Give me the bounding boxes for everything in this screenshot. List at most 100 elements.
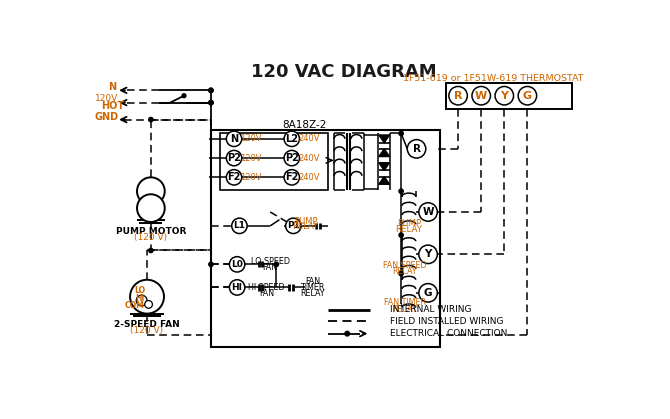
Text: L2: L2: [285, 134, 298, 144]
Polygon shape: [379, 176, 389, 184]
Text: TIMER: TIMER: [300, 283, 325, 292]
Text: RELAY: RELAY: [293, 222, 319, 231]
Text: 120V: 120V: [241, 173, 262, 182]
Text: FAN: FAN: [263, 263, 278, 272]
Text: 120 VAC DIAGRAM: 120 VAC DIAGRAM: [251, 62, 436, 80]
Text: R: R: [413, 144, 421, 154]
Circle shape: [209, 262, 213, 266]
Text: HOT: HOT: [100, 101, 124, 111]
Bar: [220, 133, 328, 190]
Text: FAN: FAN: [259, 289, 274, 298]
Circle shape: [226, 131, 242, 147]
Circle shape: [229, 257, 245, 272]
Text: COM: COM: [125, 301, 145, 310]
Polygon shape: [379, 149, 389, 157]
Text: HI: HI: [135, 294, 145, 303]
Text: FIELD INSTALLED WIRING: FIELD INSTALLED WIRING: [389, 317, 503, 326]
Text: LO: LO: [135, 286, 145, 295]
Circle shape: [518, 86, 537, 105]
Circle shape: [399, 189, 403, 193]
Circle shape: [419, 203, 438, 221]
Text: ELECTRICAL CONNECTION: ELECTRICAL CONNECTION: [389, 329, 507, 338]
Text: Y: Y: [424, 249, 431, 259]
Text: RELAY: RELAY: [393, 305, 417, 313]
Circle shape: [407, 140, 425, 158]
Circle shape: [209, 101, 213, 105]
Circle shape: [209, 88, 213, 93]
Text: L1: L1: [233, 221, 245, 230]
Text: 120V: 120V: [241, 134, 262, 143]
Text: W: W: [422, 207, 434, 217]
Text: PUMP: PUMP: [397, 219, 421, 228]
Bar: [446, 83, 572, 109]
Circle shape: [284, 150, 299, 166]
Text: INTERNAL WIRING: INTERNAL WIRING: [389, 305, 471, 314]
Text: 240V: 240V: [298, 154, 320, 163]
Text: 240V: 240V: [298, 173, 320, 182]
Text: N: N: [230, 134, 238, 144]
Polygon shape: [379, 135, 389, 143]
Circle shape: [209, 101, 213, 105]
Text: FAN TIMER: FAN TIMER: [384, 298, 426, 308]
Circle shape: [419, 284, 438, 302]
Bar: [211, 130, 440, 347]
Text: Y: Y: [500, 91, 509, 101]
Text: FAN SPEED: FAN SPEED: [383, 261, 427, 269]
Circle shape: [209, 88, 213, 93]
Text: FAN: FAN: [305, 277, 320, 286]
Circle shape: [399, 131, 403, 136]
Circle shape: [419, 245, 438, 264]
Text: 240V: 240V: [298, 134, 320, 143]
Circle shape: [226, 170, 242, 185]
Text: (120 V): (120 V): [131, 326, 163, 335]
Text: RELAY: RELAY: [393, 267, 417, 276]
Text: F2: F2: [285, 172, 298, 182]
Circle shape: [449, 86, 468, 105]
Polygon shape: [379, 163, 389, 171]
Text: L0: L0: [231, 260, 243, 269]
Circle shape: [130, 280, 164, 313]
Text: F2: F2: [227, 172, 241, 182]
Text: RELAY: RELAY: [300, 289, 325, 298]
Circle shape: [472, 86, 490, 105]
Text: HI: HI: [232, 283, 243, 292]
Text: G: G: [424, 288, 432, 298]
Circle shape: [274, 262, 279, 266]
Circle shape: [149, 117, 153, 122]
Text: 120V: 120V: [95, 94, 119, 103]
Text: G: G: [523, 91, 532, 101]
Circle shape: [136, 295, 147, 306]
Circle shape: [182, 94, 186, 98]
Circle shape: [149, 248, 153, 253]
Text: W: W: [475, 91, 487, 101]
Circle shape: [229, 280, 245, 295]
Circle shape: [232, 218, 247, 233]
Circle shape: [399, 272, 403, 276]
Text: PUMP: PUMP: [294, 217, 318, 226]
Text: 120V: 120V: [241, 154, 262, 163]
Text: P2: P2: [227, 153, 241, 163]
Text: N: N: [109, 82, 117, 92]
Text: HI SPEED: HI SPEED: [248, 283, 285, 292]
Text: (120 V): (120 V): [134, 233, 168, 242]
Text: 8A18Z-2: 8A18Z-2: [283, 120, 327, 130]
Circle shape: [145, 300, 152, 308]
Text: GND: GND: [95, 111, 119, 122]
Text: 2-SPEED FAN: 2-SPEED FAN: [114, 320, 180, 329]
Circle shape: [226, 150, 242, 166]
Text: P2: P2: [285, 153, 299, 163]
Circle shape: [285, 218, 301, 233]
Text: RELAY: RELAY: [395, 225, 422, 234]
Circle shape: [284, 170, 299, 185]
Circle shape: [137, 194, 165, 222]
Text: 1F51-619 or 1F51W-619 THERMOSTAT: 1F51-619 or 1F51W-619 THERMOSTAT: [403, 73, 584, 83]
Text: R: R: [454, 91, 462, 101]
Circle shape: [284, 131, 299, 147]
Text: P1: P1: [287, 221, 299, 230]
Circle shape: [137, 177, 165, 205]
Circle shape: [399, 233, 403, 237]
Circle shape: [345, 331, 350, 336]
Circle shape: [495, 86, 513, 105]
Text: LO SPEED: LO SPEED: [251, 257, 289, 266]
Text: PUMP MOTOR: PUMP MOTOR: [116, 227, 186, 236]
